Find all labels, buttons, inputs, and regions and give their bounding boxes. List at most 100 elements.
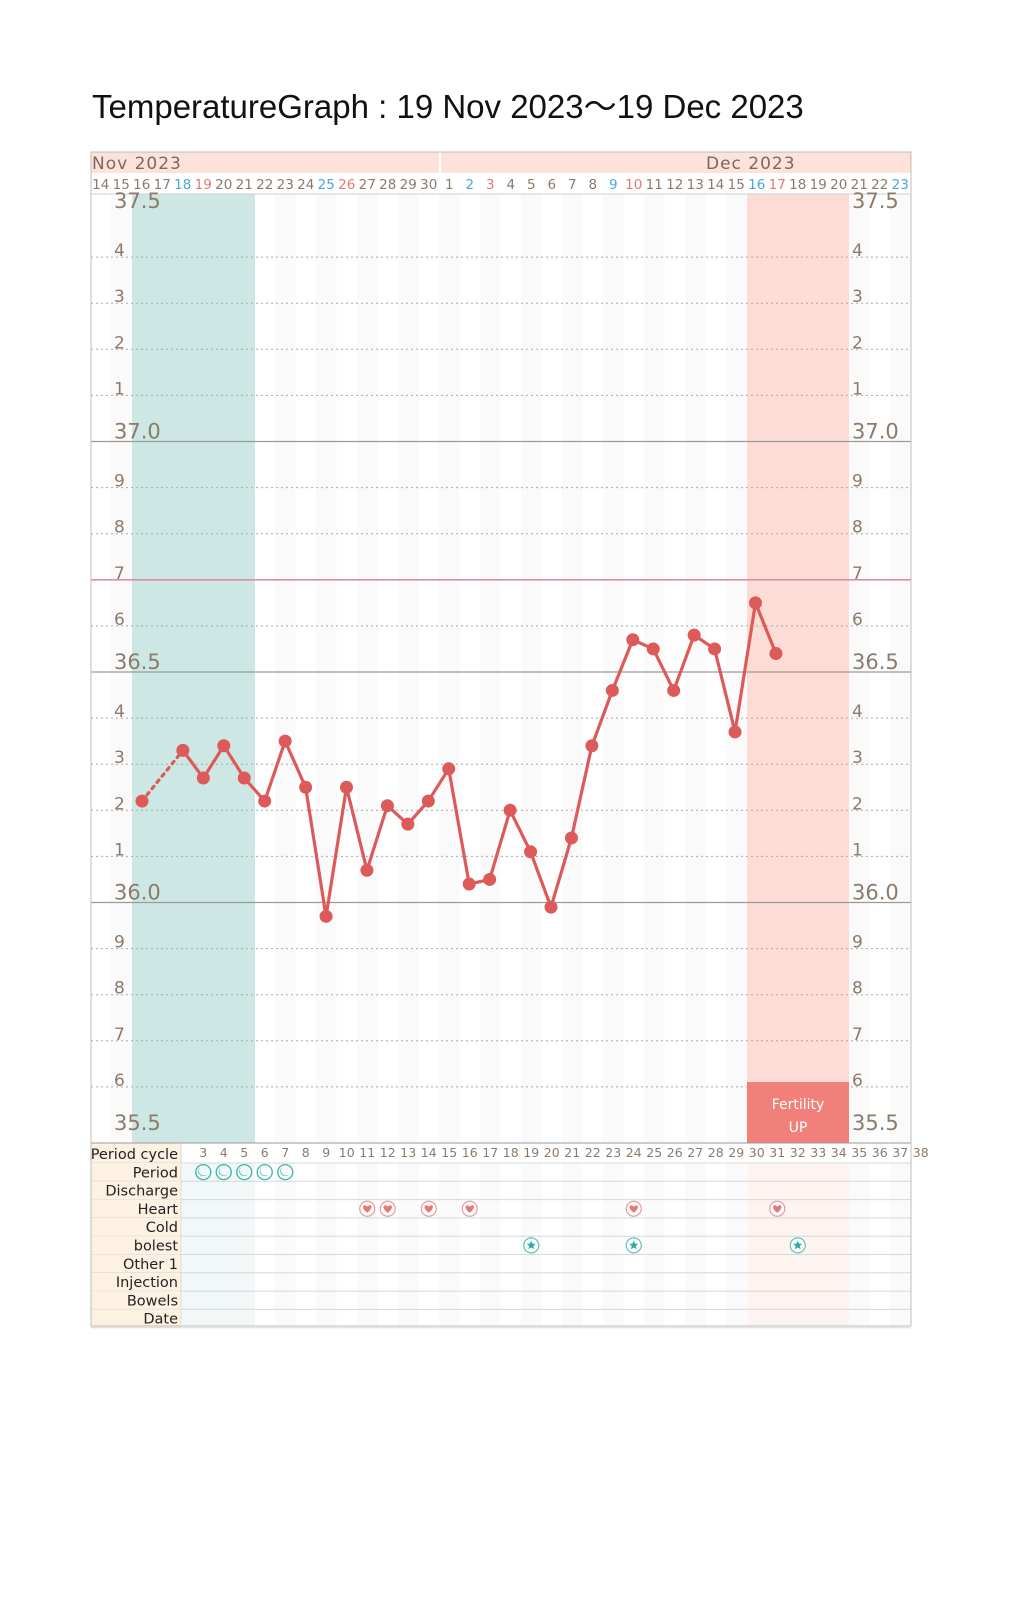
y-major-label-right: 35.5 [852,1111,899,1135]
data-point [626,633,640,647]
month-label-dec: Dec 2023 [706,154,796,174]
y-major-label-left: 35.5 [114,1111,161,1135]
heart-shape [424,1205,433,1213]
data-point [217,739,231,753]
day-column-stripe [644,194,665,1326]
cycle-day-label: 11 [359,1145,375,1160]
cycle-day-label: 29 [728,1145,744,1160]
row-label: Period [133,1165,178,1181]
calendar-day-label: 26 [338,177,355,193]
row-label: Other 1 [123,1257,178,1273]
row-label: Injection [116,1275,178,1291]
page-title: TemperatureGraph : 19 Nov 2023～19 Dec 20… [92,88,804,125]
y-major-label-left: 37.5 [114,189,161,213]
data-point [667,683,681,697]
y-minor-label-left: 4 [114,241,125,261]
day-header-bar [91,173,911,194]
calendar-day-label: 7 [568,177,577,193]
row-label-cell [91,1163,181,1182]
day-column-stripe [685,194,706,1326]
period-band [132,194,255,1143]
calendar-day-label: 12 [666,177,683,193]
data-point [483,872,497,886]
y-minor-label-right: 1 [852,840,863,860]
data-point [319,909,333,923]
calendar-day-label: 22 [256,177,273,193]
calendar-day-label: 15 [113,177,130,193]
calendar-day-label: 1 [445,177,454,193]
calendar-day-label: 17 [154,177,171,193]
cycle-day-label: 32 [790,1145,806,1160]
crescent-moon-icon [277,1164,294,1181]
calendar-day-label: 20 [830,177,847,193]
heart-shape [363,1205,372,1213]
data-point [605,683,619,697]
cycle-day-label: 34 [831,1145,847,1160]
data-point [421,794,435,808]
data-point [196,771,210,785]
crescent-moon-icon [215,1164,232,1181]
star-icon [789,1237,806,1254]
y-minor-label-right: 7 [852,564,863,584]
calendar-day-label: 27 [359,177,376,193]
data-point [687,628,701,642]
y-minor-label-right: 3 [852,748,863,768]
day-column-stripe [562,194,583,1326]
calendar-day-label: 16 [133,177,150,193]
calendar-day-label: 14 [92,177,109,193]
crescent-moon-icon [236,1164,253,1181]
data-point [176,743,190,757]
data-point [524,845,538,859]
heart-shape [383,1205,392,1213]
temperature-series [135,596,783,923]
data-point [299,780,313,794]
cycle-day-label: 18 [503,1145,519,1160]
y-major-label-right: 36.5 [852,650,899,674]
day-column-stripe [521,194,542,1326]
heart-icon [420,1200,437,1217]
cycle-day-label: 13 [400,1145,416,1160]
y-minor-label-right: 2 [852,794,863,814]
month-label-nov: Nov 2023 [92,154,182,174]
series-segment [549,836,574,909]
calendar-day-label: 28 [379,177,396,193]
chart-grid [91,256,911,1088]
y-minor-label-right: 8 [852,979,863,999]
row-label-cell [91,1181,181,1200]
cycle-day-label: 10 [339,1145,355,1160]
calendar-day-label: 19 [195,177,212,193]
day-column-stripe [890,194,911,1326]
cycle-day-label: 35 [851,1145,867,1160]
y-minor-label-left: 3 [114,748,125,768]
calendar-day-label: 15 [728,177,745,193]
y-minor-label-right: 1 [852,379,863,399]
outer-frame [90,151,912,1327]
y-minor-label-right: 6 [852,610,863,630]
cycle-day-label: 15 [441,1145,457,1160]
y-minor-label-right: 4 [852,241,863,261]
series-segment [304,785,328,918]
heart-shape [629,1205,638,1213]
heart-icon [359,1200,376,1217]
day-column-stripe [275,194,296,1326]
row-label: Bowels [127,1293,178,1309]
cycle-day-label: 26 [667,1145,683,1160]
calendar-day-label: 22 [871,177,888,193]
data-point [769,647,783,661]
day-column-stripe [849,194,870,1326]
y-major-label-right: 37.0 [852,420,899,444]
day-column-stripe [603,194,624,1326]
cycle-day-label: 9 [322,1145,330,1160]
y-minor-label-left: 6 [114,610,125,630]
calendar-day-label: 16 [748,177,765,193]
cycle-day-label: 22 [585,1145,601,1160]
y-axis-labels: 35.5 35.5 6 6 7 7 8 8 9 9 36.0 36.0 1 1 2 2 3 3 4 4 36.5 36.5… [114,189,899,1143]
day-column-stripe [398,194,419,1326]
series-segment [733,601,758,734]
cycle-day-label: 38 [913,1145,929,1160]
series-segment [590,688,614,748]
y-minor-label-left: 7 [114,564,125,584]
fertility-label-line2: UP [789,1120,808,1136]
day-column-stripe [480,194,501,1326]
row-label-cell [91,1272,181,1292]
